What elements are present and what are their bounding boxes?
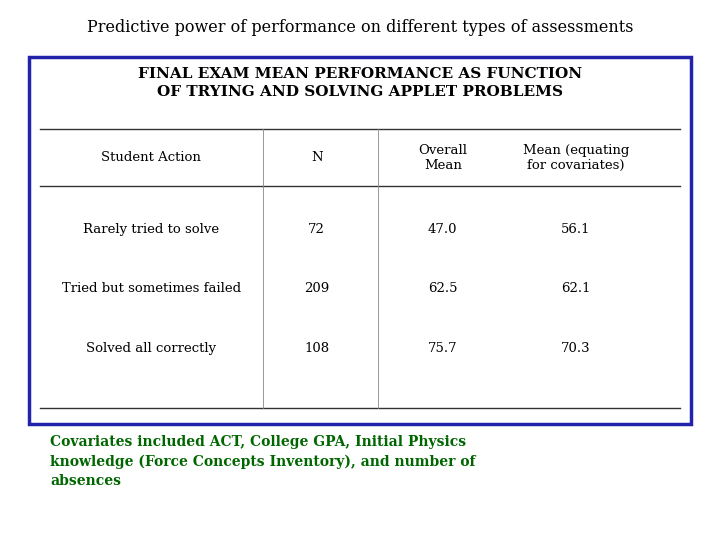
Text: Overall
Mean: Overall Mean — [418, 144, 467, 172]
Text: Covariates included ACT, College GPA, Initial Physics
knowledge (Force Concepts : Covariates included ACT, College GPA, In… — [50, 435, 476, 488]
Text: Mean (equating
for covariates): Mean (equating for covariates) — [523, 144, 629, 172]
Text: 108: 108 — [305, 342, 329, 355]
FancyBboxPatch shape — [29, 57, 691, 424]
Text: 62.5: 62.5 — [428, 282, 457, 295]
Text: 75.7: 75.7 — [428, 342, 458, 355]
Text: N: N — [311, 151, 323, 164]
Text: 72: 72 — [308, 223, 325, 236]
Text: FINAL EXAM MEAN PERFORMANCE AS FUNCTION
OF TRYING AND SOLVING APPLET PROBLEMS: FINAL EXAM MEAN PERFORMANCE AS FUNCTION … — [138, 68, 582, 99]
Text: 70.3: 70.3 — [561, 342, 591, 355]
Text: 56.1: 56.1 — [562, 223, 590, 236]
Text: Student Action: Student Action — [102, 151, 201, 164]
Text: Predictive power of performance on different types of assessments: Predictive power of performance on diffe… — [86, 19, 634, 36]
Text: 47.0: 47.0 — [428, 223, 457, 236]
Text: Rarely tried to solve: Rarely tried to solve — [83, 223, 220, 236]
Text: Solved all correctly: Solved all correctly — [86, 342, 216, 355]
Text: Tried but sometimes failed: Tried but sometimes failed — [62, 282, 240, 295]
Text: 62.1: 62.1 — [562, 282, 590, 295]
Text: 209: 209 — [304, 282, 330, 295]
